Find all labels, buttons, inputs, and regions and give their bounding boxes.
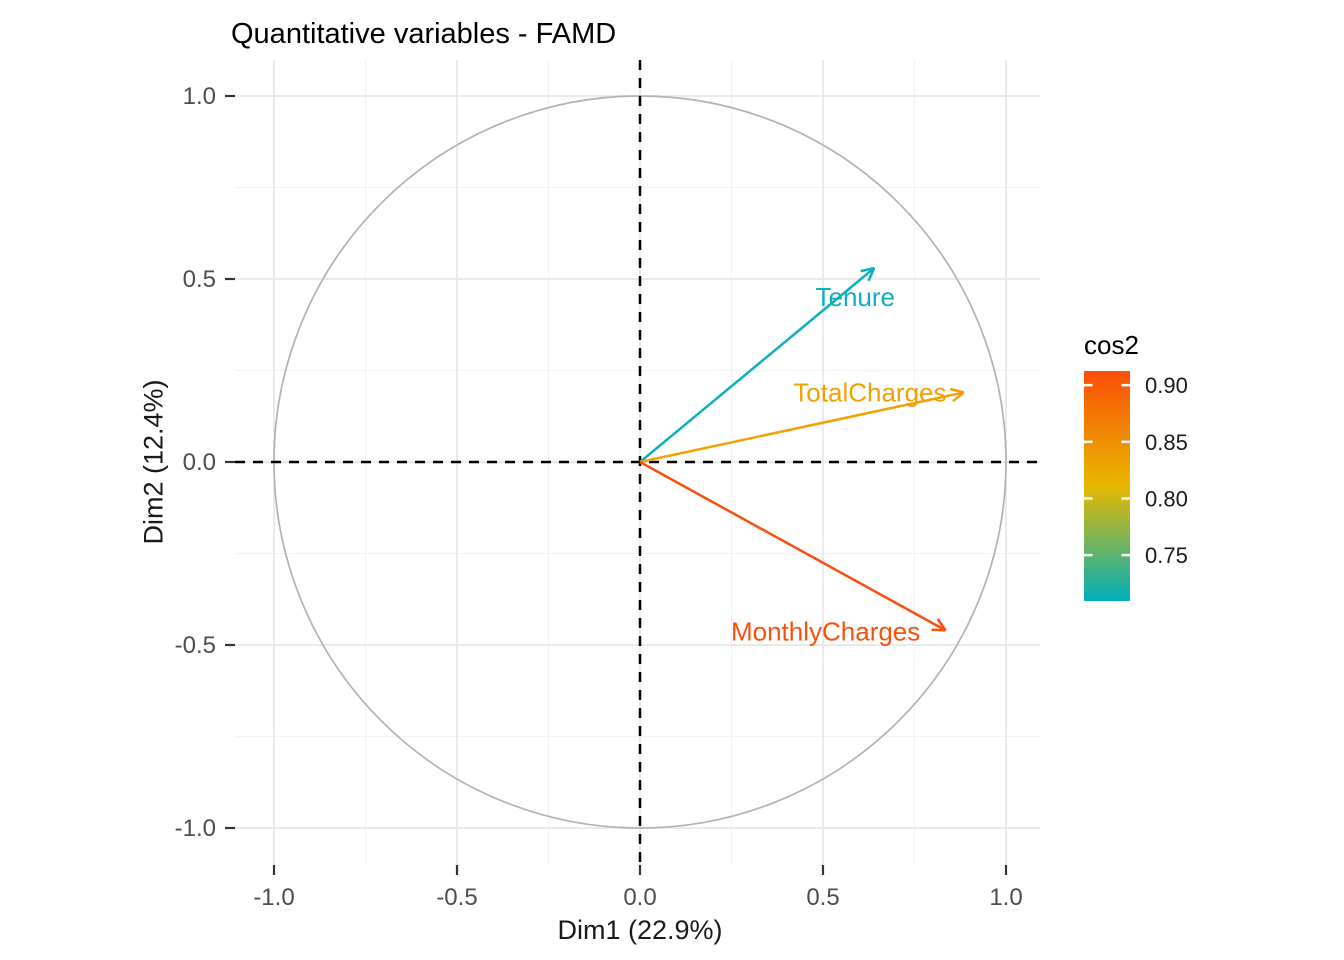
y-tick-label: -1.0	[175, 815, 216, 842]
variable-arrowhead-TotalCharges	[950, 387, 965, 394]
y-tick-label: 0.0	[183, 449, 216, 476]
legend-tick-label: 0.75	[1145, 543, 1188, 568]
variable-arrow-Tenure	[639, 267, 876, 463]
variable-label-Tenure: Tenure	[815, 282, 895, 312]
variable-arrowhead-TotalCharges	[952, 391, 965, 403]
y-tick-label: 0.5	[183, 266, 216, 293]
variable-arrow-TotalCharges	[639, 391, 965, 464]
variable-arrowhead-MonthlyCharges	[931, 628, 946, 632]
variable-label-MonthlyCharges: MonthlyCharges	[731, 616, 920, 646]
legend-gradient-bar	[1084, 371, 1130, 601]
variable-arrow-MonthlyCharges	[639, 460, 947, 632]
y-tick-label: 1.0	[183, 83, 216, 110]
x-tick-label: 1.0	[989, 884, 1022, 911]
x-tick-label: 0.0	[623, 884, 656, 911]
y-axis-title: Dim2 (12.4%)	[138, 379, 169, 545]
x-axis-title: Dim1 (22.9%)	[557, 915, 723, 945]
legend-tick-label: 0.80	[1145, 486, 1188, 511]
variable-label-TotalCharges: TotalCharges	[793, 377, 946, 407]
variable-arrowhead-Tenure	[867, 267, 876, 282]
x-tick-label: -1.0	[253, 884, 294, 911]
legend-title: cos2	[1084, 330, 1139, 360]
variable-arrowhead-MonthlyCharges	[936, 618, 947, 632]
plot-title: Quantitative variables - FAMD	[231, 18, 617, 50]
y-tick-label: -0.5	[175, 632, 216, 659]
x-tick-label: -0.5	[436, 884, 477, 911]
variable-arrowhead-Tenure	[860, 266, 875, 273]
legend-tick-label: 0.85	[1145, 430, 1188, 455]
x-tick-label: 0.5	[806, 884, 839, 911]
legend-tick-label: 0.90	[1145, 373, 1188, 398]
